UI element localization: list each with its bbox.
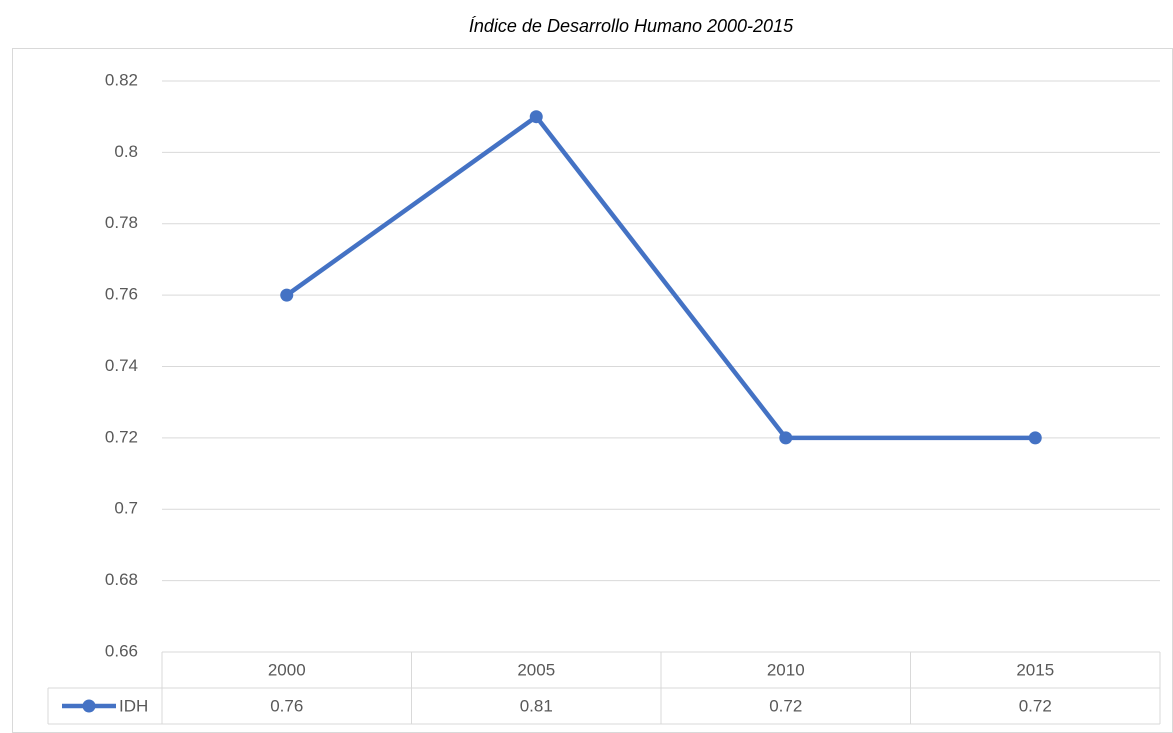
y-tick-label: 0.8 <box>114 142 138 161</box>
data-point <box>779 431 793 445</box>
legend-label: IDH <box>119 696 148 715</box>
y-tick-label: 0.66 <box>105 641 138 660</box>
data-point <box>1028 431 1042 445</box>
y-tick-label: 0.68 <box>105 570 138 589</box>
table-value: 0.81 <box>520 696 553 715</box>
y-tick-label: 0.76 <box>105 285 138 304</box>
y-tick-label: 0.7 <box>114 499 138 518</box>
data-point <box>529 110 543 124</box>
y-tick-label: 0.78 <box>105 213 138 232</box>
chart-title: Índice de Desarrollo Humano 2000-2015 <box>469 16 794 36</box>
series-line <box>285 114 1036 441</box>
x-tick-label: 2005 <box>517 660 555 679</box>
x-tick-label: 2010 <box>767 660 805 679</box>
data-point <box>280 288 294 302</box>
table-value: 0.72 <box>1019 696 1052 715</box>
y-tick-label: 0.72 <box>105 427 138 446</box>
y-tick-label: 0.82 <box>105 70 138 89</box>
y-tick-label: 0.74 <box>105 356 138 375</box>
x-tick-label: 2000 <box>268 660 306 679</box>
x-tick-label: 2015 <box>1016 660 1054 679</box>
chart-border <box>12 48 1173 733</box>
table-value: 0.72 <box>769 696 802 715</box>
legend-key-marker <box>82 699 96 713</box>
table-value: 0.76 <box>270 696 303 715</box>
